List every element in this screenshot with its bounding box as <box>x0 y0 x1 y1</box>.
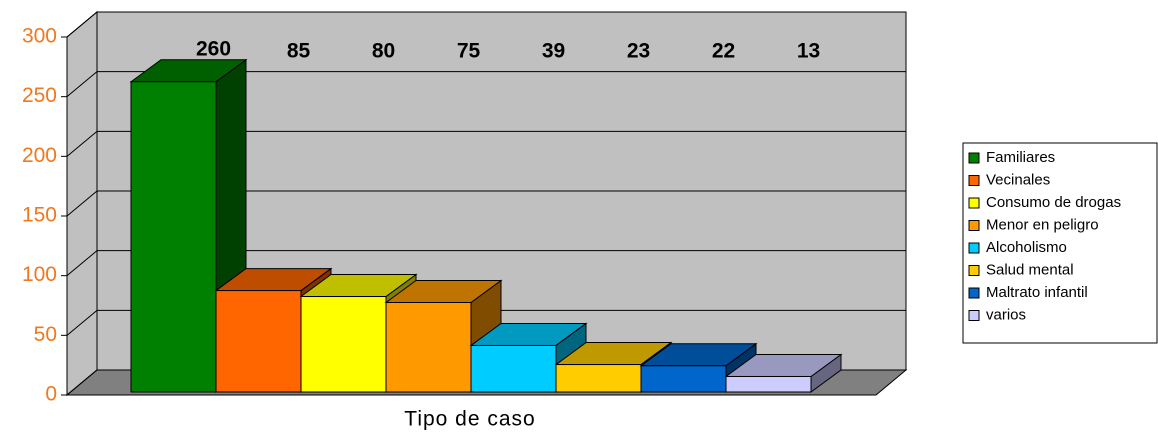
legend-swatch <box>968 175 980 186</box>
legend-label: Vecinales <box>986 171 1050 188</box>
legend-swatch <box>968 152 980 164</box>
grid-line <box>66 11 906 38</box>
value-label: 260 <box>196 37 231 60</box>
y-tick-label: 50 <box>34 323 57 346</box>
bar <box>130 81 217 393</box>
legend-label: Salud mental <box>986 261 1074 278</box>
legend-label: Alcoholismo <box>986 239 1067 256</box>
value-label: 75 <box>457 40 481 63</box>
value-label: 39 <box>542 40 565 63</box>
y-tick-label: 0 <box>45 383 57 406</box>
bar <box>215 290 302 393</box>
y-tick-label: 150 <box>22 204 57 227</box>
y-tick-label: 250 <box>22 84 57 107</box>
legend-label: Consumo de drogas <box>986 194 1121 211</box>
value-label: 80 <box>372 40 395 63</box>
y-tick-label: 300 <box>22 25 57 48</box>
legend-swatch <box>968 310 980 321</box>
value-label: 22 <box>712 40 735 63</box>
bar <box>470 344 557 393</box>
legend-swatch <box>968 242 980 254</box>
bar <box>385 302 472 393</box>
bar <box>640 365 727 393</box>
value-label: 85 <box>287 40 311 63</box>
grid-line <box>66 71 906 98</box>
legend-label: Maltrato infantil <box>986 284 1088 301</box>
value-label: 23 <box>627 40 650 63</box>
y-tick-label: 200 <box>22 144 57 167</box>
legend-box <box>962 142 1158 344</box>
legend-swatch <box>968 197 980 209</box>
legend-label: Menor en peligro <box>986 216 1099 233</box>
bar <box>555 364 642 393</box>
value-label: 13 <box>797 40 820 63</box>
legend-label: Familiares <box>986 149 1055 166</box>
legend-swatch <box>968 265 980 276</box>
legend-swatch <box>968 287 980 299</box>
legend-swatch <box>968 220 980 231</box>
y-tick-label: 100 <box>22 263 57 286</box>
x-axis-label: Tipo de caso <box>404 408 535 431</box>
grid-line <box>66 190 906 217</box>
grid-line <box>66 130 906 157</box>
grid-line <box>66 250 906 277</box>
bar <box>725 375 812 393</box>
bar <box>300 296 387 393</box>
legend-label: varios <box>986 306 1026 323</box>
grid-line <box>66 309 906 336</box>
